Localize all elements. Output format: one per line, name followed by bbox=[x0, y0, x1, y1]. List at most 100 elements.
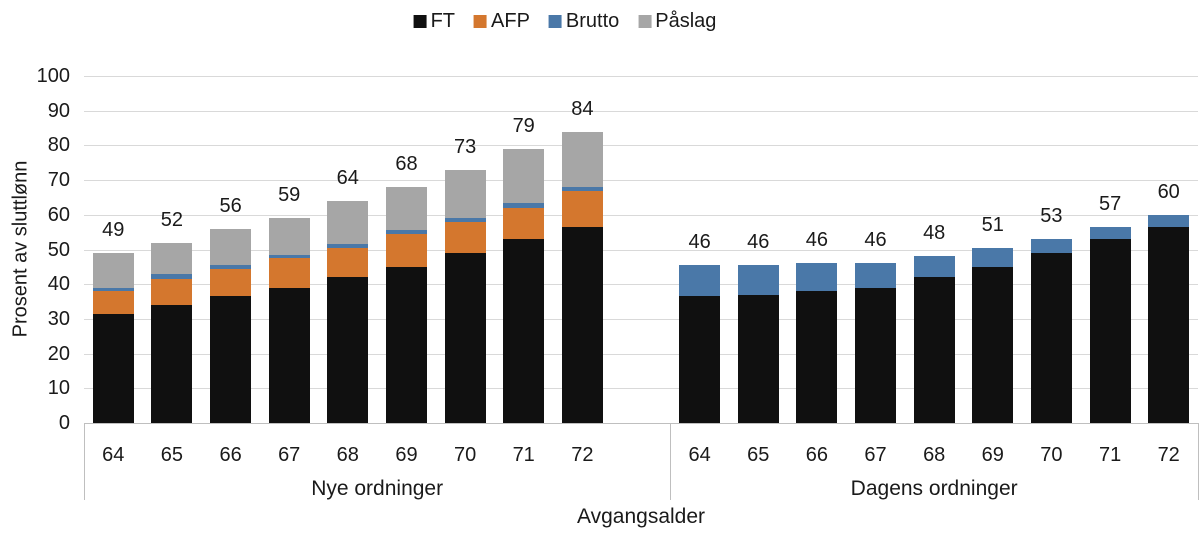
bar-segment-ft-nye-70 bbox=[444, 253, 486, 423]
bar-total-label-nye-64: 49 bbox=[102, 219, 125, 241]
bar-segment-ft-dagens-71 bbox=[1089, 239, 1131, 423]
gridline-40 bbox=[84, 284, 1198, 286]
y-tick-label-10: 10 bbox=[47, 377, 70, 400]
bar-segment-ft-dagens-67 bbox=[855, 287, 896, 423]
x-tick-label-nye-68: 68 bbox=[336, 444, 359, 466]
axis-bracket-0 bbox=[84, 423, 85, 500]
bar-total-label-dagens-72: 60 bbox=[1157, 180, 1180, 203]
bar-segment-ft-dagens-68 bbox=[913, 277, 955, 423]
legend: FT AFP Brutto Påslag bbox=[413, 9, 716, 33]
x-axis-title: Avgangsalder bbox=[576, 505, 706, 528]
legend-item-paaslag: Påslag bbox=[638, 9, 716, 33]
x-tick-label-dagens-65: 65 bbox=[747, 444, 770, 466]
y-tick-label-50: 50 bbox=[47, 238, 70, 261]
x-tick-label-nye-64: 64 bbox=[102, 444, 125, 466]
group-label-dagens-ordninger: Dagens ordninger bbox=[850, 477, 1018, 500]
bar-segment-påslag-nye-68 bbox=[327, 200, 369, 245]
x-tick-label-dagens-64: 64 bbox=[688, 444, 711, 466]
bar-segment-ft-nye-67 bbox=[268, 287, 310, 423]
y-tick-label-30: 30 bbox=[47, 307, 70, 330]
gridline-70 bbox=[84, 180, 1198, 182]
gridline-50 bbox=[84, 249, 1198, 251]
bar-segment-ft-nye-68 bbox=[327, 277, 369, 423]
bar-segment-ft-nye-65 bbox=[151, 305, 193, 423]
bar-segment-brutto-dagens-65 bbox=[737, 265, 779, 295]
bar-segment-afp-nye-65 bbox=[151, 279, 193, 305]
legend-label-paaslag: Påslag bbox=[655, 10, 717, 32]
bar-segment-påslag-nye-65 bbox=[151, 242, 193, 274]
bar-segment-påslag-nye-66 bbox=[210, 228, 252, 266]
bar-total-label-dagens-69: 51 bbox=[981, 213, 1004, 236]
y-tick-label-20: 20 bbox=[47, 342, 70, 365]
bar-total-label-nye-68: 64 bbox=[336, 166, 359, 189]
afp-swatch-icon bbox=[474, 14, 488, 28]
gridline-100 bbox=[84, 76, 1198, 77]
axis-bracket-1 bbox=[670, 423, 672, 500]
bar-segment-brutto-nye-64 bbox=[92, 287, 134, 292]
bar-segment-brutto-nye-69 bbox=[386, 230, 427, 234]
bar-segment-påslag-nye-71 bbox=[503, 148, 545, 203]
bar-segment-brutto-dagens-67 bbox=[855, 263, 896, 288]
bar-total-label-dagens-65: 46 bbox=[747, 231, 770, 254]
bar-segment-brutto-dagens-72 bbox=[1148, 214, 1190, 227]
x-tick-label-dagens-70: 70 bbox=[1040, 444, 1063, 466]
bar-segment-brutto-nye-70 bbox=[444, 218, 486, 222]
y-tick-label-100: 100 bbox=[36, 65, 70, 87]
x-tick-label-nye-72: 72 bbox=[571, 444, 594, 466]
bar-total-label-nye-69: 68 bbox=[395, 153, 418, 175]
bar-total-label-dagens-68: 48 bbox=[923, 222, 946, 245]
bar-segment-ft-nye-71 bbox=[503, 239, 545, 423]
bar-segment-ft-nye-66 bbox=[210, 296, 252, 423]
bar-segment-brutto-nye-65 bbox=[151, 273, 193, 279]
bar-segment-ft-dagens-72 bbox=[1148, 226, 1190, 423]
y-tick-label-40: 40 bbox=[47, 273, 70, 296]
x-tick-label-dagens-68: 68 bbox=[923, 444, 946, 466]
gridline-20 bbox=[84, 353, 1198, 355]
bar-segment-påslag-nye-72 bbox=[561, 131, 603, 187]
bar-total-label-dagens-71: 57 bbox=[1098, 192, 1122, 215]
x-tick-label-nye-66: 66 bbox=[219, 444, 242, 466]
ft-swatch-icon bbox=[413, 14, 427, 28]
bar-segment-ft-dagens-65 bbox=[737, 294, 779, 423]
x-axis-line bbox=[84, 423, 1198, 424]
legend-item-brutto: Brutto bbox=[548, 9, 619, 33]
bar-segment-ft-dagens-69 bbox=[972, 266, 1014, 423]
x-tick-label-dagens-71: 71 bbox=[1098, 444, 1122, 466]
bar-segment-brutto-nye-72 bbox=[561, 187, 603, 191]
bar-total-label-nye-66: 56 bbox=[219, 194, 242, 217]
bar-segment-brutto-nye-66 bbox=[210, 265, 252, 269]
bar-segment-påslag-nye-67 bbox=[268, 218, 310, 255]
bar-total-label-nye-71: 79 bbox=[512, 114, 535, 137]
group-label-nye-ordninger: Nye ordninger bbox=[311, 477, 444, 500]
bar-total-label-nye-67: 59 bbox=[278, 184, 301, 207]
y-tick-label-80: 80 bbox=[47, 134, 70, 157]
paaslag-swatch-icon bbox=[638, 14, 652, 28]
bar-total-label-nye-65: 52 bbox=[160, 208, 184, 231]
bar-total-label-dagens-66: 46 bbox=[805, 229, 829, 252]
x-tick-label-dagens-69: 69 bbox=[981, 444, 1004, 466]
bar-segment-ft-dagens-70 bbox=[1030, 253, 1072, 423]
bar-segment-påslag-nye-64 bbox=[92, 253, 134, 288]
gridline-30 bbox=[84, 318, 1198, 320]
bar-segment-afp-nye-72 bbox=[561, 190, 603, 227]
x-tick-label-nye-71: 71 bbox=[512, 444, 535, 466]
bar-segment-afp-nye-69 bbox=[386, 233, 427, 267]
bar-total-label-dagens-67: 46 bbox=[864, 229, 887, 252]
bar-segment-afp-nye-71 bbox=[503, 207, 545, 240]
bar-segment-ft-dagens-66 bbox=[796, 291, 838, 423]
legend-label-ft: FT bbox=[430, 10, 456, 32]
gridline-90 bbox=[84, 110, 1198, 112]
gridline-60 bbox=[84, 214, 1198, 216]
x-tick-label-nye-70: 70 bbox=[453, 444, 477, 466]
legend-item-ft: FT bbox=[413, 9, 456, 33]
bar-segment-brutto-dagens-69 bbox=[972, 247, 1014, 267]
y-tick-label-60: 60 bbox=[47, 203, 70, 226]
bar-segment-afp-nye-64 bbox=[92, 291, 134, 314]
y-tick-label-70: 70 bbox=[47, 169, 70, 192]
bar-segment-brutto-dagens-66 bbox=[796, 263, 838, 292]
bar-segment-ft-dagens-64 bbox=[679, 296, 721, 423]
bar-segment-brutto-nye-68 bbox=[327, 244, 369, 248]
x-tick-label-nye-65: 65 bbox=[160, 444, 184, 466]
bar-segment-brutto-dagens-68 bbox=[913, 256, 955, 278]
